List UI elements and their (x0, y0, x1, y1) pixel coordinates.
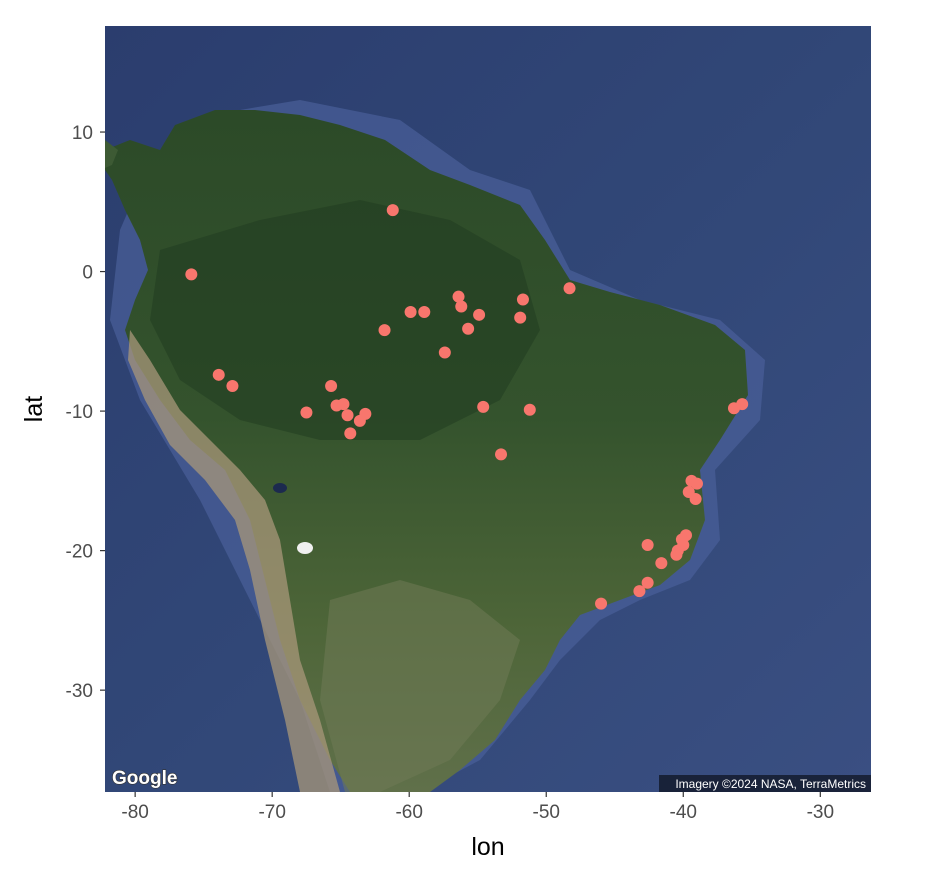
pampas (320, 580, 520, 792)
google-logo: Google (112, 768, 177, 789)
data-point (212, 368, 225, 381)
x-tick-label: -60 (395, 802, 422, 823)
data-point (452, 290, 465, 303)
data-point (633, 585, 646, 598)
lake-titicaca (273, 483, 287, 493)
data-point (736, 398, 749, 411)
data-point (353, 414, 366, 427)
imagery-attribution: Imagery ©2024 NASA, TerraMetrics (675, 777, 866, 791)
data-point (690, 477, 703, 490)
x-axis-title: lon (471, 833, 504, 861)
data-point (473, 308, 486, 321)
y-axis-title: lat (20, 396, 48, 422)
data-point (386, 204, 399, 217)
attribution: Imagery ©2024 NASA, TerraMetrics Google (111, 767, 871, 792)
salt-flat (297, 542, 313, 554)
x-tick-label: -50 (533, 802, 560, 823)
data-point (438, 346, 451, 359)
data-point (226, 379, 239, 392)
scatter-points (185, 204, 749, 610)
central-america (105, 140, 118, 168)
data-point (404, 306, 417, 319)
data-point (655, 557, 668, 570)
data-point (563, 282, 576, 295)
y-tick-label: -30 (66, 681, 93, 702)
attribution-box (659, 775, 871, 792)
x-axis: -80 -70 -60 -50 -40 -30 (121, 792, 834, 823)
data-point (495, 448, 508, 461)
data-point (641, 576, 654, 589)
data-point (689, 492, 702, 505)
data-point (418, 306, 431, 319)
y-axis: 10 0 -10 -20 -30 (66, 123, 105, 702)
x-tick-label: -70 (258, 802, 285, 823)
y-tick-label: 0 (82, 263, 93, 284)
data-point (341, 409, 354, 422)
x-tick-label: -30 (807, 802, 834, 823)
data-point (185, 268, 198, 281)
data-point (595, 597, 608, 610)
data-point (641, 539, 654, 552)
data-point (514, 311, 527, 324)
amazon-dark (150, 200, 540, 440)
data-point (325, 379, 338, 392)
data-point (670, 548, 683, 561)
y-tick-label: -20 (66, 542, 93, 563)
y-tick-label: -10 (66, 402, 93, 423)
data-point (462, 322, 475, 335)
data-point (455, 300, 468, 313)
data-point (300, 406, 313, 419)
data-point (378, 324, 391, 337)
data-point (344, 427, 357, 440)
x-tick-label: -80 (121, 802, 148, 823)
data-point (477, 400, 490, 413)
y-tick-label: 10 (72, 123, 93, 144)
andes-arid (128, 330, 340, 792)
data-point (516, 293, 529, 306)
data-point (337, 398, 350, 411)
data-point (523, 403, 536, 416)
x-tick-label: -40 (670, 802, 697, 823)
